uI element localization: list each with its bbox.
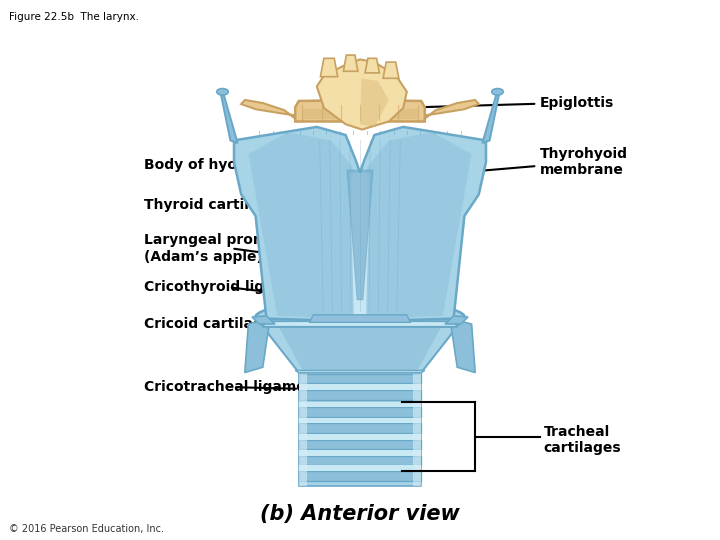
Text: Laryngeal prominence
(Adam’s apple): Laryngeal prominence (Adam’s apple): [144, 233, 319, 264]
Polygon shape: [310, 315, 410, 322]
Text: Figure 22.5b  The larynx.: Figure 22.5b The larynx.: [9, 12, 139, 22]
Polygon shape: [413, 373, 421, 486]
Polygon shape: [277, 324, 443, 370]
Text: Cricotracheal ligament: Cricotracheal ligament: [144, 380, 323, 394]
Polygon shape: [299, 456, 421, 465]
Polygon shape: [299, 471, 421, 481]
Text: (b) Anterior view: (b) Anterior view: [260, 504, 460, 524]
Polygon shape: [252, 316, 275, 324]
Polygon shape: [256, 317, 464, 327]
Polygon shape: [263, 321, 457, 327]
Polygon shape: [299, 373, 421, 486]
Polygon shape: [299, 407, 421, 417]
Polygon shape: [295, 100, 425, 122]
Polygon shape: [317, 59, 407, 130]
Text: Tracheal
cartilages: Tracheal cartilages: [544, 425, 621, 455]
Polygon shape: [299, 450, 421, 456]
Text: Thyrohyoid
membrane: Thyrohyoid membrane: [428, 147, 628, 177]
Polygon shape: [343, 55, 358, 71]
Polygon shape: [421, 100, 479, 122]
Polygon shape: [320, 58, 338, 77]
Polygon shape: [360, 78, 389, 127]
Polygon shape: [256, 301, 464, 317]
Text: © 2016 Pearson Education, Inc.: © 2016 Pearson Education, Inc.: [9, 523, 163, 534]
Polygon shape: [349, 173, 371, 316]
Polygon shape: [241, 100, 299, 122]
Polygon shape: [234, 127, 486, 321]
Text: Thyroid cartilage: Thyroid cartilage: [144, 198, 284, 212]
Polygon shape: [299, 374, 421, 383]
Polygon shape: [299, 402, 421, 407]
Ellipse shape: [217, 89, 228, 95]
Polygon shape: [248, 132, 353, 319]
Text: Cricoid cartilage: Cricoid cartilage: [144, 317, 278, 331]
Polygon shape: [299, 368, 421, 374]
Text: Epiglottis: Epiglottis: [395, 96, 614, 110]
Polygon shape: [299, 418, 421, 423]
Polygon shape: [295, 370, 425, 373]
Polygon shape: [299, 440, 421, 449]
Polygon shape: [445, 316, 468, 324]
Polygon shape: [299, 423, 421, 433]
Polygon shape: [299, 373, 307, 486]
Polygon shape: [263, 327, 457, 373]
Ellipse shape: [492, 89, 503, 95]
Polygon shape: [450, 319, 475, 373]
Polygon shape: [302, 109, 418, 119]
Polygon shape: [383, 62, 399, 78]
Polygon shape: [299, 434, 421, 440]
Polygon shape: [365, 58, 379, 73]
Polygon shape: [299, 465, 421, 471]
Polygon shape: [245, 319, 270, 373]
Polygon shape: [347, 170, 373, 300]
Text: Cricothyroid ligament: Cricothyroid ligament: [144, 280, 314, 294]
Polygon shape: [367, 132, 472, 319]
Polygon shape: [299, 384, 421, 390]
Polygon shape: [482, 93, 499, 143]
Polygon shape: [221, 93, 238, 143]
Polygon shape: [299, 390, 421, 400]
Text: Body of hyoid bone: Body of hyoid bone: [144, 158, 310, 172]
